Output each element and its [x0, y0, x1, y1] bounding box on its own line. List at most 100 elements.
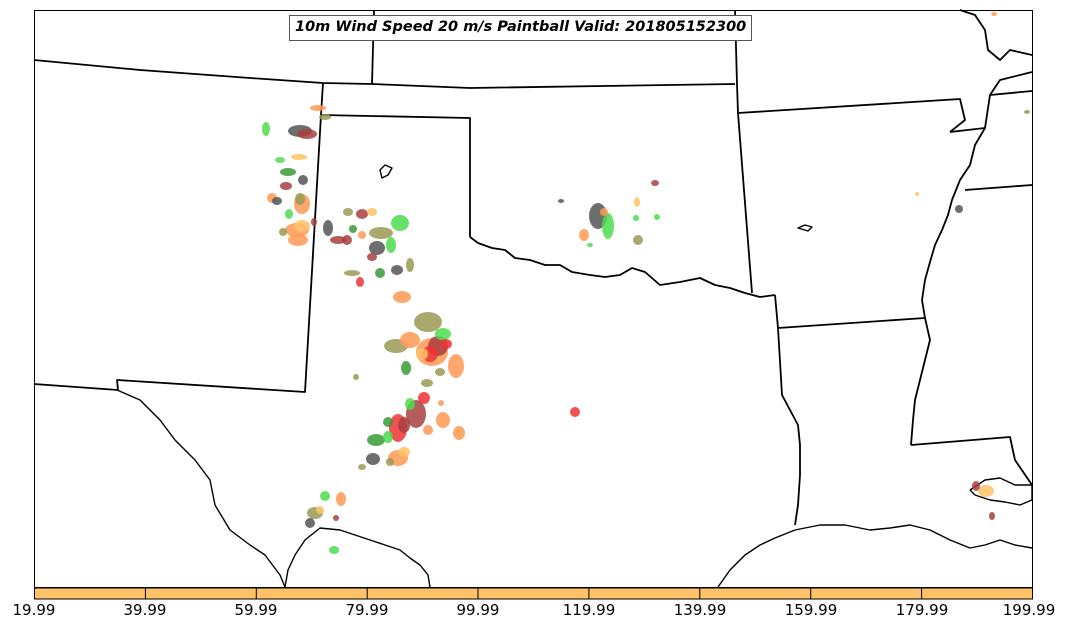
blob — [398, 447, 410, 457]
blob — [436, 412, 450, 428]
blob — [305, 518, 315, 528]
blob — [356, 277, 364, 287]
blob — [600, 208, 608, 216]
colorbar-tick-label: 199.99 — [1002, 601, 1056, 619]
blob — [400, 332, 420, 348]
colorbar-tick-label: 139.99 — [673, 601, 727, 619]
blob — [978, 485, 994, 497]
blob — [391, 215, 409, 231]
colorbar-tick-label: 179.99 — [895, 601, 949, 619]
map-title: 10m Wind Speed 20 m/s Paintball Valid: 2… — [289, 15, 753, 41]
colorbar-tick-label: 19.99 — [12, 601, 56, 619]
blob — [295, 193, 305, 205]
blob — [435, 368, 445, 376]
blob — [421, 379, 433, 387]
border-la-ms — [910, 436, 1033, 486]
blob — [602, 213, 614, 239]
colorbar-ticks — [34, 588, 1033, 599]
blob — [579, 229, 589, 241]
blob — [310, 105, 326, 111]
border-ar-south — [777, 317, 926, 329]
coastline — [116, 164, 1033, 588]
border-tn — [964, 184, 1033, 191]
blob — [358, 231, 366, 239]
border-ar-north — [737, 98, 966, 133]
blob — [435, 328, 451, 340]
blob — [448, 354, 464, 378]
blob — [367, 434, 385, 446]
blob — [416, 348, 428, 360]
blob — [972, 481, 980, 491]
blob — [366, 453, 380, 465]
blob — [989, 512, 995, 520]
blob — [386, 237, 396, 253]
blob — [406, 258, 414, 272]
blob — [438, 400, 444, 406]
blob — [367, 253, 377, 261]
blob — [587, 243, 593, 247]
border-ky — [989, 71, 1033, 96]
blob — [285, 209, 293, 219]
colorbar-tick-label: 99.99 — [456, 601, 500, 619]
blob — [311, 218, 317, 226]
paintball-blobs — [262, 12, 1030, 554]
colorbar-tick-label: 59.99 — [234, 601, 278, 619]
blob — [391, 265, 403, 275]
lake-ok-2 — [797, 224, 813, 232]
lake-ok-1 — [379, 164, 393, 179]
blob — [344, 270, 360, 276]
blob — [633, 235, 643, 245]
coast-gulf — [717, 524, 1033, 588]
blob — [418, 392, 430, 404]
blob — [291, 154, 307, 160]
blob — [651, 180, 659, 186]
blob — [323, 220, 333, 236]
blob — [336, 492, 346, 506]
blob — [294, 220, 310, 232]
blob — [356, 209, 368, 219]
colorbar-tick-label: 79.99 — [345, 601, 389, 619]
coast-tx-west — [116, 389, 286, 588]
border-red-river — [469, 236, 776, 298]
colorbar-tick-label: 159.99 — [784, 601, 838, 619]
colorbar — [34, 587, 1033, 600]
blob — [358, 464, 366, 470]
blob — [280, 168, 296, 176]
blob — [654, 214, 660, 220]
blob — [401, 361, 411, 375]
blob — [353, 374, 359, 380]
border-ne-river — [959, 9, 1033, 61]
blob — [398, 417, 410, 433]
blob — [272, 197, 282, 205]
blob — [414, 312, 442, 332]
blob — [393, 291, 411, 303]
blob — [288, 234, 308, 246]
blob — [405, 398, 415, 410]
border-ok-east — [737, 112, 753, 294]
blob — [333, 515, 339, 521]
coast-texas — [284, 527, 431, 588]
blob — [316, 506, 324, 514]
blob — [279, 228, 287, 236]
blob — [423, 425, 433, 435]
blob — [440, 339, 452, 349]
border-tx-east — [774, 294, 801, 526]
blob — [1024, 110, 1030, 114]
blob — [369, 227, 393, 239]
blob — [915, 192, 919, 196]
blob — [386, 458, 394, 466]
blob — [991, 12, 997, 16]
blob — [634, 197, 640, 207]
blob — [298, 175, 308, 185]
blob — [349, 225, 357, 233]
blob — [558, 199, 564, 203]
blob — [375, 268, 385, 278]
coast-delta — [969, 477, 1033, 506]
blob — [329, 546, 339, 554]
border-mo-ne — [949, 90, 1033, 133]
colorbar-tick-label: 119.99 — [562, 601, 616, 619]
blob — [367, 208, 377, 216]
blob — [320, 491, 330, 501]
blob — [319, 114, 331, 120]
blob — [275, 157, 285, 163]
